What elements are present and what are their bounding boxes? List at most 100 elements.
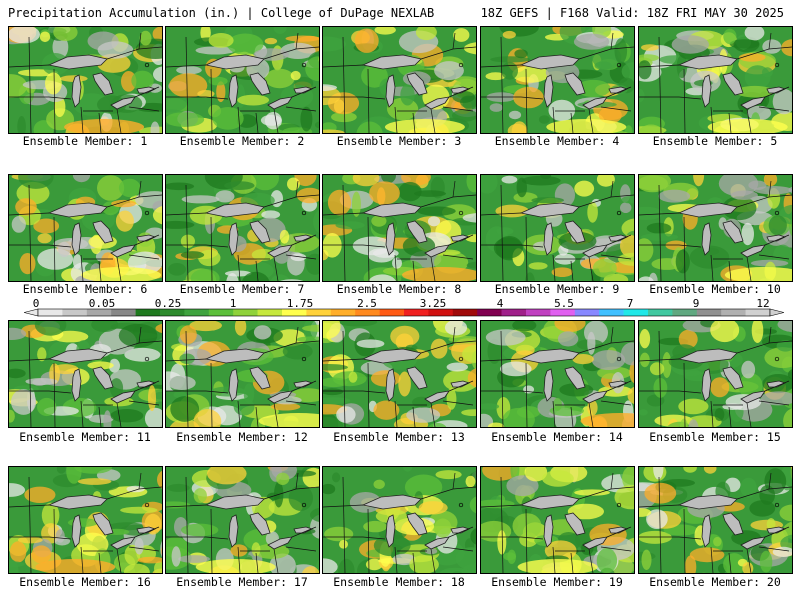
ensemble-member-label: Ensemble Member: 10 bbox=[649, 282, 781, 296]
ensemble-map-panel bbox=[8, 466, 163, 574]
colorbar-segment bbox=[160, 309, 185, 316]
ensemble-map-panel bbox=[8, 26, 163, 134]
precipitation-map bbox=[323, 175, 476, 281]
colorbar-arrow-right bbox=[769, 308, 784, 317]
ensemble-member-label: Ensemble Member: 17 bbox=[176, 575, 308, 589]
colorbar-segment bbox=[721, 309, 746, 316]
ensemble-member-label: Ensemble Member: 3 bbox=[336, 134, 462, 148]
precipitation-map bbox=[481, 27, 634, 133]
colorbar-segment bbox=[526, 309, 551, 316]
ensemble-member-label: Ensemble Member: 6 bbox=[22, 282, 148, 296]
colorbar-tick-label: 1 bbox=[229, 297, 237, 310]
precipitation-map bbox=[166, 175, 319, 281]
ensemble-map-panel bbox=[165, 174, 320, 282]
colorbar-segment bbox=[208, 309, 234, 316]
ensemble-member-label: Ensemble Member: 5 bbox=[652, 134, 778, 148]
colorbar-segment bbox=[233, 309, 258, 316]
precipitation-colorbar bbox=[24, 308, 784, 317]
ensemble-map-panel bbox=[165, 466, 320, 574]
colorbar-tick-label: 2.5 bbox=[357, 297, 377, 310]
colorbar-segment bbox=[135, 309, 161, 316]
ensemble-member-label: Ensemble Member: 14 bbox=[491, 430, 623, 444]
colorbar-segment bbox=[672, 309, 698, 316]
ensemble-map-panel bbox=[480, 174, 635, 282]
colorbar-segment bbox=[550, 309, 576, 316]
precipitation-map bbox=[9, 321, 162, 427]
colorbar-segment bbox=[282, 309, 307, 316]
colorbar-tick-label: 0 bbox=[32, 297, 40, 310]
precipitation-map bbox=[166, 27, 319, 133]
model-run-info: 18Z GEFS | F168 Valid: 18Z FRI MAY 30 20… bbox=[480, 6, 784, 20]
ensemble-member-label: Ensemble Member: 20 bbox=[649, 575, 781, 589]
colorbar-segment bbox=[745, 309, 771, 316]
colorbar-segment bbox=[696, 309, 722, 316]
ensemble-member-label: Ensemble Member: 7 bbox=[179, 282, 305, 296]
colorbar-segment bbox=[477, 309, 502, 316]
colorbar-segment bbox=[452, 309, 478, 316]
ensemble-map-panel bbox=[480, 466, 635, 574]
precipitation-map bbox=[323, 27, 476, 133]
colorbar-tick-label: 5.5 bbox=[554, 297, 574, 310]
precipitation-map bbox=[9, 27, 162, 133]
precipitation-map bbox=[639, 175, 792, 281]
colorbar-tick-label: 0.25 bbox=[154, 297, 182, 310]
ensemble-member-label: Ensemble Member: 9 bbox=[494, 282, 620, 296]
ensemble-map-panel bbox=[8, 174, 163, 282]
colorbar-segment bbox=[599, 309, 624, 316]
ensemble-map-panel bbox=[638, 26, 793, 134]
colorbar-segment bbox=[574, 309, 600, 316]
ensemble-map-panel bbox=[165, 26, 320, 134]
colorbar-arrow-left bbox=[24, 308, 39, 317]
ensemble-member-label: Ensemble Member: 1 bbox=[22, 134, 148, 148]
colorbar-segment bbox=[501, 309, 527, 316]
colorbar-segment bbox=[379, 309, 405, 316]
colorbar-segment bbox=[330, 309, 356, 316]
ensemble-member-label: Ensemble Member: 18 bbox=[333, 575, 465, 589]
ensemble-map-panel bbox=[322, 174, 477, 282]
precipitation-map bbox=[639, 27, 792, 133]
ensemble-map-panel bbox=[638, 320, 793, 428]
ensemble-member-label: Ensemble Member: 2 bbox=[179, 134, 305, 148]
colorbar-tick-label: 4 bbox=[496, 297, 504, 310]
ensemble-member-label: Ensemble Member: 4 bbox=[494, 134, 620, 148]
colorbar-segment bbox=[184, 309, 210, 316]
colorbar-tick-label: 3.25 bbox=[419, 297, 447, 310]
colorbar-tick-label: 12 bbox=[756, 297, 770, 310]
precipitation-map bbox=[481, 321, 634, 427]
colorbar-tick-label: 7 bbox=[626, 297, 634, 310]
colorbar-segment bbox=[623, 309, 649, 316]
ensemble-map-panel bbox=[480, 26, 635, 134]
precipitation-map bbox=[481, 467, 634, 573]
colorbar-segment bbox=[648, 309, 673, 316]
colorbar-tick-label: 1.75 bbox=[286, 297, 314, 310]
precipitation-map bbox=[323, 467, 476, 573]
ensemble-member-label: Ensemble Member: 8 bbox=[336, 282, 462, 296]
precipitation-map bbox=[639, 321, 792, 427]
ensemble-map-panel bbox=[322, 320, 477, 428]
colorbar-segment bbox=[257, 309, 283, 316]
precipitation-map bbox=[9, 175, 162, 281]
ensemble-map-panel bbox=[638, 174, 793, 282]
ensemble-map-panel bbox=[322, 466, 477, 574]
ensemble-member-label: Ensemble Member: 12 bbox=[176, 430, 308, 444]
ensemble-member-label: Ensemble Member: 19 bbox=[491, 575, 623, 589]
colorbar-segment bbox=[111, 309, 136, 316]
ensemble-member-label: Ensemble Member: 15 bbox=[649, 430, 781, 444]
ensemble-member-label: Ensemble Member: 11 bbox=[19, 430, 151, 444]
ensemble-map-panel bbox=[638, 466, 793, 574]
ensemble-map-panel bbox=[8, 320, 163, 428]
colorbar-tick-label: 0.05 bbox=[88, 297, 116, 310]
colorbar-segment bbox=[306, 309, 332, 316]
colorbar-segment bbox=[62, 309, 88, 316]
precipitation-map bbox=[639, 467, 792, 573]
colorbar-segment bbox=[428, 309, 454, 316]
precipitation-map bbox=[166, 321, 319, 427]
map-title: Precipitation Accumulation (in.) | Colle… bbox=[8, 6, 435, 20]
colorbar-segment bbox=[38, 309, 63, 316]
colorbar-tick-label: 9 bbox=[692, 297, 700, 310]
ensemble-member-label: Ensemble Member: 16 bbox=[19, 575, 151, 589]
ensemble-map-panel bbox=[322, 26, 477, 134]
colorbar-segment bbox=[86, 309, 112, 316]
precipitation-map bbox=[166, 467, 319, 573]
colorbar-segment bbox=[355, 309, 380, 316]
